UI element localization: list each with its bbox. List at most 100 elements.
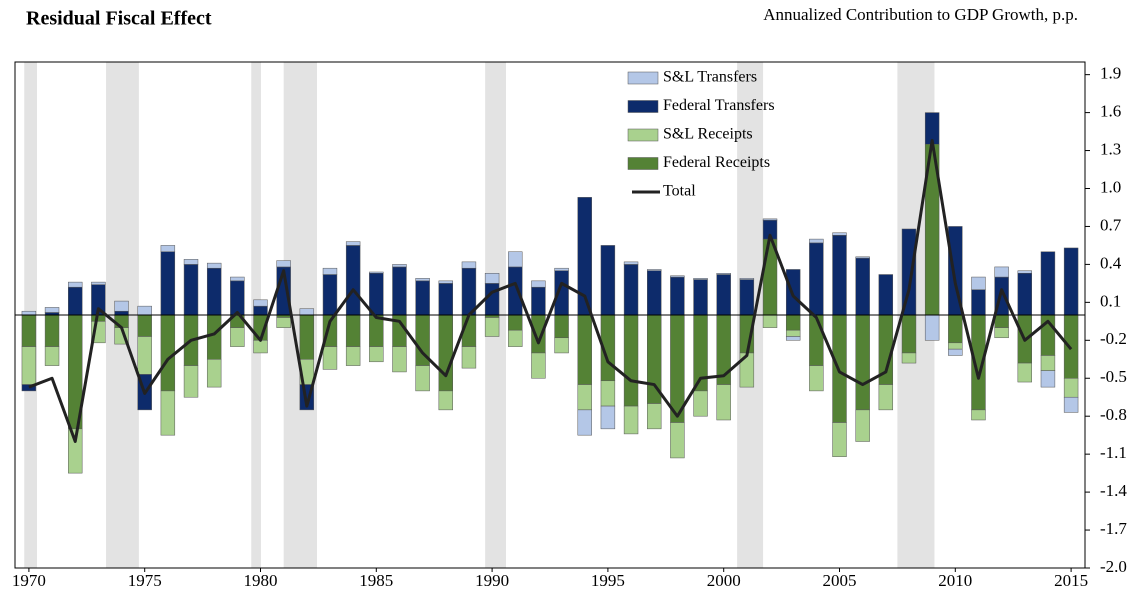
y-tick-label: 1.3 (1100, 139, 1121, 158)
bar-segment (137, 305, 152, 316)
bar-segment (160, 251, 176, 316)
bar-segment (948, 314, 963, 344)
legend-text: Federal Receipts (663, 154, 770, 171)
bar-segment (369, 273, 384, 316)
bar-segment (508, 251, 523, 268)
bar-segment (345, 314, 361, 347)
y-tick-label: 0.7 (1100, 215, 1122, 234)
bar-segment (785, 336, 801, 341)
bar-segment (785, 329, 801, 337)
legend-text: Total (663, 183, 696, 200)
bar-segment (253, 340, 268, 354)
bar-segment (415, 365, 430, 392)
bar-segment (137, 314, 152, 337)
bar-segment (392, 346, 407, 373)
bar-segment (600, 245, 616, 316)
bar-segment (600, 405, 616, 430)
bar-segment (160, 314, 176, 392)
bar-segment (461, 261, 477, 269)
bar-segment (878, 274, 894, 316)
legend-swatch (627, 100, 659, 113)
legend-swatch (627, 157, 659, 170)
bar-segment (994, 266, 1009, 278)
bar-segment (438, 283, 453, 316)
bar-segment (948, 342, 963, 350)
legend-text: S&L Transfers (663, 69, 757, 86)
bar-segment (670, 275, 685, 278)
bar-segment (484, 317, 500, 337)
bar-segment (345, 245, 361, 316)
bar-segment (1063, 247, 1079, 316)
bar-segment (299, 308, 315, 316)
bar-segment (1063, 378, 1079, 398)
bar-segment (878, 384, 894, 411)
bar-segment (461, 267, 477, 316)
bar-segment (21, 346, 37, 385)
x-tick-label: 2005 (823, 571, 857, 590)
bar-segment (832, 422, 847, 457)
y-tick-label: -1.7 (1100, 519, 1127, 538)
bar-segment (415, 280, 430, 316)
bar-segment (924, 314, 940, 341)
x-tick-label: 2000 (707, 571, 741, 590)
bar-segment (508, 266, 523, 316)
bar-segment (693, 390, 708, 417)
y-tick-label: -0.5 (1100, 367, 1127, 386)
bar-segment (1017, 270, 1032, 274)
marks-layer (15, 112, 1085, 474)
bar-segment (809, 242, 824, 316)
bar-segment (461, 346, 477, 369)
x-tick-label: 1980 (243, 571, 277, 590)
plot-frame (14, 61, 1086, 569)
bar-segment (44, 314, 60, 347)
bar-segment (206, 262, 222, 269)
bar-segment (623, 261, 639, 265)
bar-segment (114, 310, 129, 316)
bar-segment (484, 283, 500, 316)
y-tick-label: -1.4 (1100, 481, 1127, 500)
bar-segment (577, 384, 592, 411)
y-tick-label: -0.8 (1100, 405, 1127, 424)
bar-segment (438, 280, 453, 284)
bar-segment (1063, 314, 1079, 379)
bar-segment (739, 279, 755, 316)
bar-segment (68, 286, 83, 316)
bar-segment (44, 346, 60, 366)
bar-segment (369, 346, 384, 363)
bar-segment (531, 280, 546, 288)
bar-segment (253, 299, 268, 307)
bar-segment (68, 428, 83, 474)
bar-segment (392, 266, 407, 316)
bar-segment (160, 390, 176, 436)
bar-segment (693, 279, 708, 316)
bar-segment (647, 270, 662, 316)
y-tick-label: 1.0 (1100, 177, 1121, 196)
bar-segment (600, 380, 616, 407)
bar-segment (670, 276, 685, 316)
bar-segment (809, 365, 824, 392)
y-tick-label: 1.9 (1100, 64, 1121, 83)
bar-segment (276, 260, 291, 268)
bar-segment (345, 241, 361, 246)
x-tick-label: 2010 (938, 571, 972, 590)
bar-segment (183, 264, 199, 316)
bar-segment (901, 352, 917, 364)
legend-text: S&L Receipts (663, 126, 753, 143)
bar-segment (206, 267, 222, 316)
bar-segment (647, 269, 662, 271)
bar-segment (971, 289, 986, 316)
bar-segment (1040, 251, 1056, 316)
bar-segment (554, 314, 569, 339)
y-tick-label: 0.1 (1100, 291, 1121, 310)
x-tick-label: 1990 (475, 571, 509, 590)
bar-segment (508, 314, 523, 331)
y-tick-label: 1.6 (1100, 102, 1121, 121)
bar-segment (971, 409, 986, 421)
bar-segment (1040, 370, 1056, 388)
bar-segment (1017, 273, 1032, 316)
bar-segment (785, 314, 801, 331)
bar-segment (554, 337, 569, 354)
bar-segment (623, 264, 639, 316)
bar-segment (322, 267, 338, 275)
